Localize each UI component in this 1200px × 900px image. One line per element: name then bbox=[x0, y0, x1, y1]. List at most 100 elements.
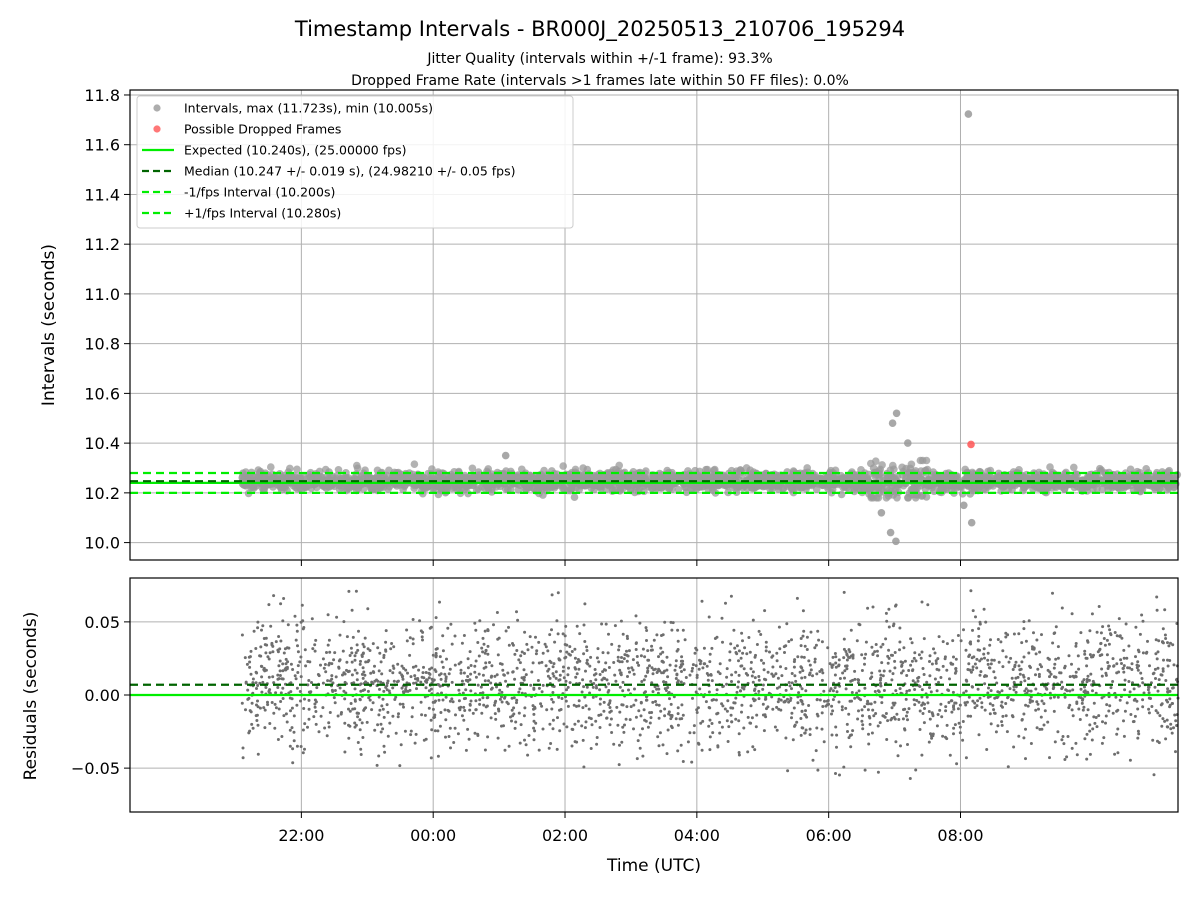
residual-point bbox=[820, 678, 824, 682]
residual-point bbox=[627, 688, 630, 692]
residual-point bbox=[349, 646, 353, 650]
residual-point bbox=[887, 607, 891, 611]
residual-point bbox=[562, 722, 566, 726]
residual-point bbox=[910, 659, 914, 663]
residual-point bbox=[918, 685, 922, 688]
interval-point bbox=[597, 483, 605, 491]
residual-point bbox=[646, 725, 650, 729]
residual-point bbox=[1035, 638, 1039, 642]
residual-point bbox=[629, 705, 633, 709]
residual-point bbox=[372, 671, 376, 674]
residual-point bbox=[634, 698, 638, 702]
interval-point bbox=[478, 483, 486, 491]
residual-point bbox=[276, 650, 280, 654]
residual-point bbox=[392, 679, 396, 683]
residual-point bbox=[438, 600, 441, 604]
residual-point bbox=[754, 725, 758, 729]
residual-point bbox=[864, 640, 868, 644]
residual-point bbox=[695, 711, 699, 714]
residual-point bbox=[540, 704, 544, 708]
residual-point bbox=[1013, 663, 1017, 667]
residual-point bbox=[1043, 709, 1047, 713]
residual-point bbox=[282, 714, 286, 718]
residual-point bbox=[281, 669, 285, 673]
residual-point bbox=[573, 666, 577, 670]
residual-point bbox=[625, 705, 629, 709]
residual-point bbox=[893, 666, 897, 670]
residual-point bbox=[912, 656, 916, 660]
residual-point bbox=[295, 686, 299, 690]
residual-point bbox=[439, 677, 443, 681]
residual-point bbox=[331, 690, 335, 693]
residual-point bbox=[928, 686, 931, 690]
residual-point bbox=[885, 738, 889, 741]
interval-outlier-point bbox=[892, 409, 901, 418]
residual-point bbox=[290, 726, 294, 730]
residual-point bbox=[667, 712, 671, 716]
residual-point bbox=[709, 673, 713, 677]
residual-point bbox=[558, 729, 562, 733]
residual-point bbox=[617, 648, 621, 652]
residual-point bbox=[982, 607, 986, 611]
residual-point bbox=[894, 740, 898, 744]
residual-point bbox=[280, 677, 284, 681]
residual-point bbox=[1163, 719, 1167, 723]
residual-point bbox=[1132, 687, 1136, 691]
residual-point bbox=[978, 622, 982, 626]
residual-point bbox=[302, 626, 306, 629]
residual-point bbox=[299, 699, 302, 703]
residual-point bbox=[866, 708, 870, 712]
residual-point bbox=[362, 670, 366, 674]
residual-point bbox=[729, 594, 733, 598]
residual-point bbox=[1100, 696, 1104, 700]
intervals-y-tick-label: 10.0 bbox=[84, 534, 120, 553]
residual-point bbox=[747, 636, 751, 639]
residual-point bbox=[534, 635, 537, 639]
residual-point bbox=[589, 655, 593, 659]
residual-point bbox=[1090, 612, 1094, 616]
residual-point bbox=[447, 735, 451, 738]
residual-point bbox=[646, 670, 649, 674]
residual-point bbox=[535, 649, 539, 653]
residual-point bbox=[562, 665, 565, 669]
residual-point bbox=[391, 664, 395, 668]
residual-point bbox=[976, 639, 980, 643]
residual-point bbox=[1104, 721, 1107, 725]
residual-point bbox=[1065, 755, 1069, 759]
residual-point bbox=[413, 674, 417, 678]
residual-point bbox=[823, 699, 826, 703]
residual-point bbox=[448, 726, 452, 730]
residual-point bbox=[1163, 633, 1167, 637]
residual-point bbox=[792, 706, 796, 710]
residual-point bbox=[1029, 666, 1032, 669]
residual-point bbox=[1077, 667, 1081, 671]
residual-point bbox=[975, 704, 979, 708]
residual-point bbox=[1074, 644, 1078, 648]
residual-point bbox=[1038, 650, 1042, 654]
residual-point bbox=[737, 673, 741, 677]
residual-point bbox=[552, 674, 556, 678]
residual-point bbox=[797, 691, 801, 695]
interval-point bbox=[655, 483, 664, 492]
residual-point bbox=[1105, 703, 1109, 707]
residual-point bbox=[419, 629, 423, 633]
residual-point bbox=[1109, 633, 1113, 637]
residual-point bbox=[382, 689, 386, 693]
residual-point bbox=[621, 689, 625, 693]
residual-point bbox=[853, 677, 857, 681]
residual-point bbox=[811, 674, 814, 678]
residual-point bbox=[739, 656, 743, 660]
residual-point bbox=[277, 677, 281, 681]
residual-point bbox=[651, 672, 655, 676]
residual-point bbox=[708, 652, 712, 656]
residual-point bbox=[1014, 660, 1018, 664]
residual-point bbox=[584, 669, 587, 673]
residual-point bbox=[855, 639, 859, 643]
residual-point bbox=[967, 695, 971, 699]
interval-point bbox=[640, 487, 648, 496]
residual-point bbox=[887, 648, 891, 652]
residual-point bbox=[887, 625, 891, 629]
residual-point bbox=[1131, 720, 1135, 724]
intervals-axes-frame bbox=[129, 89, 1179, 561]
residual-point bbox=[345, 660, 349, 664]
